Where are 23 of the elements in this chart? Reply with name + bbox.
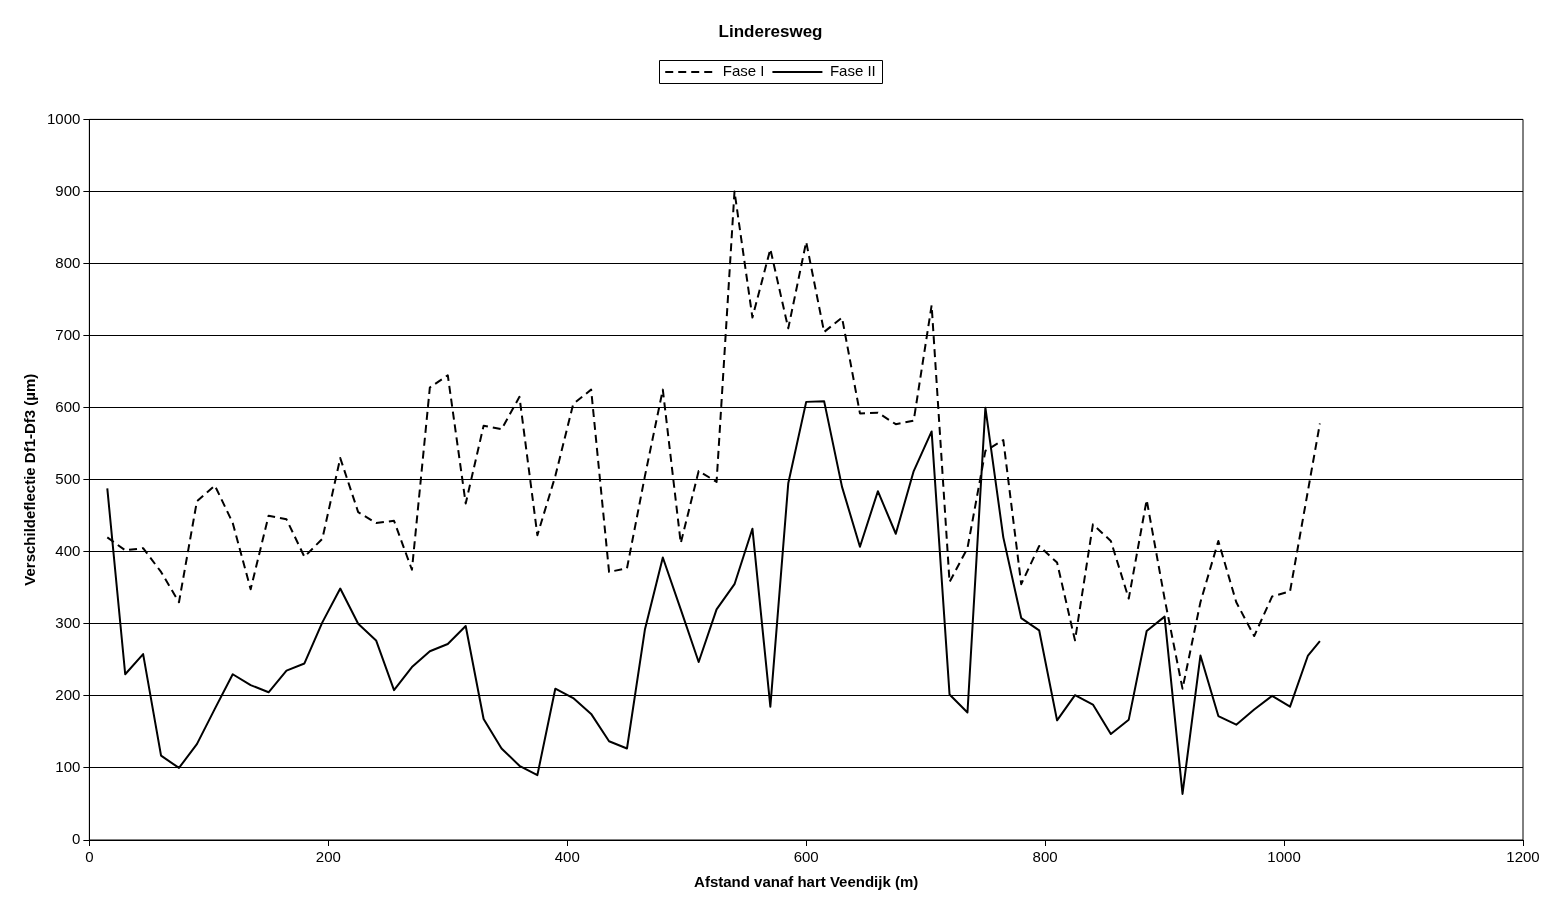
x-tick-label: 400 <box>554 848 580 866</box>
x-tick-label: 800 <box>1032 848 1058 866</box>
y-tick-label: 900 <box>55 181 81 199</box>
y-tick-label: 0 <box>72 830 81 848</box>
y-tick-label: 700 <box>55 325 81 343</box>
x-axis-title: Afstand vanaf hart Veendijk (m) <box>694 873 919 891</box>
legend-label: Fase II <box>829 62 876 80</box>
y-tick-label: 500 <box>55 469 81 487</box>
y-tick-label: 1000 <box>46 109 81 127</box>
chart-title: Linderesweg <box>718 21 823 41</box>
y-tick-label: 100 <box>55 758 81 776</box>
x-tick-label: 1000 <box>1267 848 1301 866</box>
x-tick-label: 200 <box>315 848 341 866</box>
y-tick-label: 300 <box>55 613 81 631</box>
y-tick-label: 800 <box>55 253 81 271</box>
x-tick-label: 600 <box>793 848 819 866</box>
x-tick-label: 0 <box>85 848 94 866</box>
y-tick-label: 600 <box>55 397 81 415</box>
x-tick-label: 1200 <box>1506 848 1540 866</box>
y-axis-title: Verschildeflectie Df1-Df3 (µm) <box>21 373 39 586</box>
y-tick-label: 200 <box>55 686 81 704</box>
legend-label: Fase I <box>722 62 765 80</box>
y-tick-label: 400 <box>55 541 81 559</box>
